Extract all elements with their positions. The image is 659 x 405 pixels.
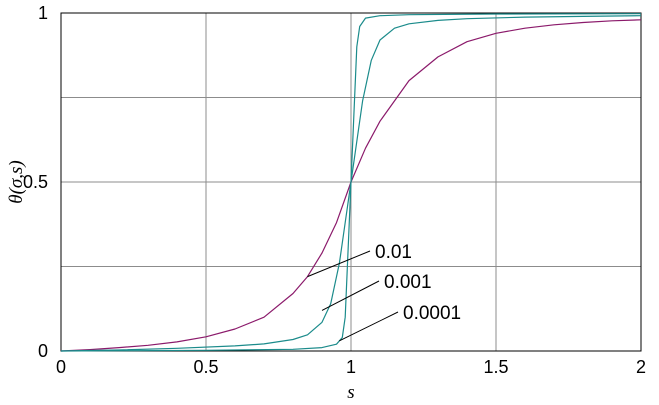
x-tick-label: 2 <box>636 357 646 377</box>
x-axis-label: s <box>347 382 354 403</box>
y-tick-label: 1 <box>38 3 48 23</box>
x-tick-label: 1.5 <box>483 357 508 377</box>
x-tick-label: 0.5 <box>193 357 218 377</box>
annotation-leader-0.001 <box>321 280 380 311</box>
annotation-label: 0.001 <box>384 272 432 293</box>
series-group <box>60 13 642 352</box>
annotation-label: 0.0001 <box>403 303 461 324</box>
series-line-0.01 <box>60 19 642 352</box>
annotation-label: 0.01 <box>375 242 412 263</box>
x-tick-label: 0 <box>56 357 66 377</box>
y-axis-label: θ(σ,s) <box>6 160 27 204</box>
tick-labels: 0 0.5 1 1.5 2 0 0.5 1 <box>23 3 646 377</box>
series-line-0.0001 <box>60 13 642 352</box>
x-tick-label: 1 <box>346 357 356 377</box>
annotations: 0.01 0.001 0.0001 <box>307 242 461 342</box>
y-tick-label: 0.5 <box>23 172 48 192</box>
y-tick-label: 0 <box>38 341 48 361</box>
plot-frame <box>60 12 642 352</box>
annotation-leader-0.01 <box>307 250 371 278</box>
annotation-leader-0.0001 <box>339 311 399 342</box>
